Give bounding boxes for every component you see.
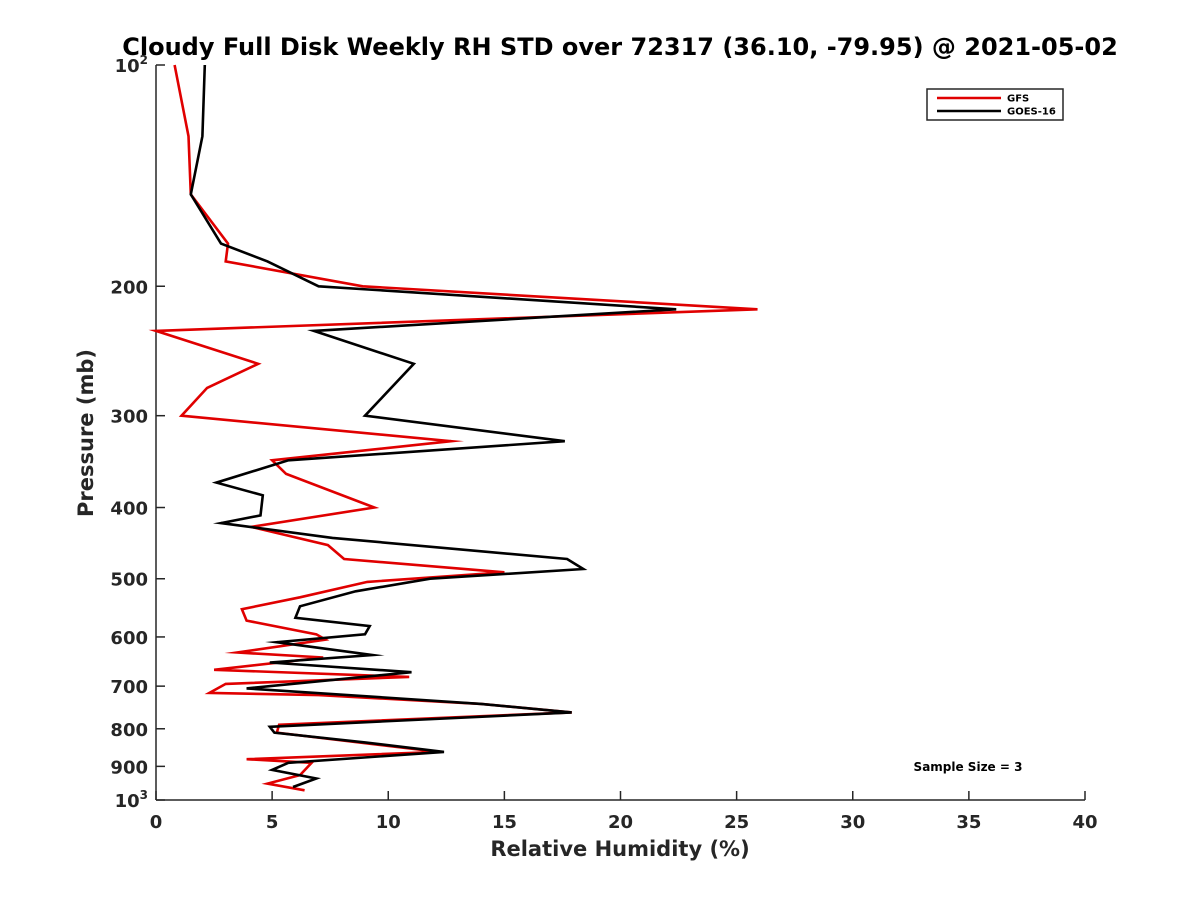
y-tick-label: 300 [110,407,148,428]
x-tick-label: 10 [376,812,401,833]
x-tick-label: 0 [150,812,163,833]
axes: 0 5 10 15 20 25 30 35 40 102 200 300 400 500 600 700 800… [110,53,1097,833]
legend-box [926,88,1064,121]
x-tick-label: 20 [608,812,633,833]
y-tick-label: 103 [115,788,148,812]
y-tick-label: 800 [110,720,148,741]
series-lines [148,64,758,792]
legend-entry: GOES-16 [1007,107,1056,118]
x-tick-label: 25 [724,812,749,833]
y-tick-label: 500 [110,570,148,591]
y-axis-label: Pressure (mb) [74,349,98,517]
legend-entry: GFS [1007,94,1029,105]
x-tick-label: 35 [956,812,981,833]
y-tick-label: 200 [110,277,148,298]
legend: GFS GOES-16 [926,88,1064,121]
x-axis-label: Relative Humidity (%) [490,837,749,861]
x-tick-label: 15 [492,812,517,833]
y-tick-label: 600 [110,628,148,649]
chart-title: Cloudy Full Disk Weekly RH STD over 7231… [122,33,1118,61]
y-tick-label: 700 [110,677,148,698]
y-tick-label: 400 [110,499,148,520]
y-tick-label: 102 [115,53,148,77]
series-line-goes-16 [189,64,677,789]
x-tick-label: 5 [266,812,279,833]
x-tick-label: 30 [840,812,865,833]
y-tick-label: 900 [110,757,148,778]
x-tick-label: 40 [1072,812,1097,833]
sample-size-annotation: Sample Size = 3 [914,760,1023,774]
